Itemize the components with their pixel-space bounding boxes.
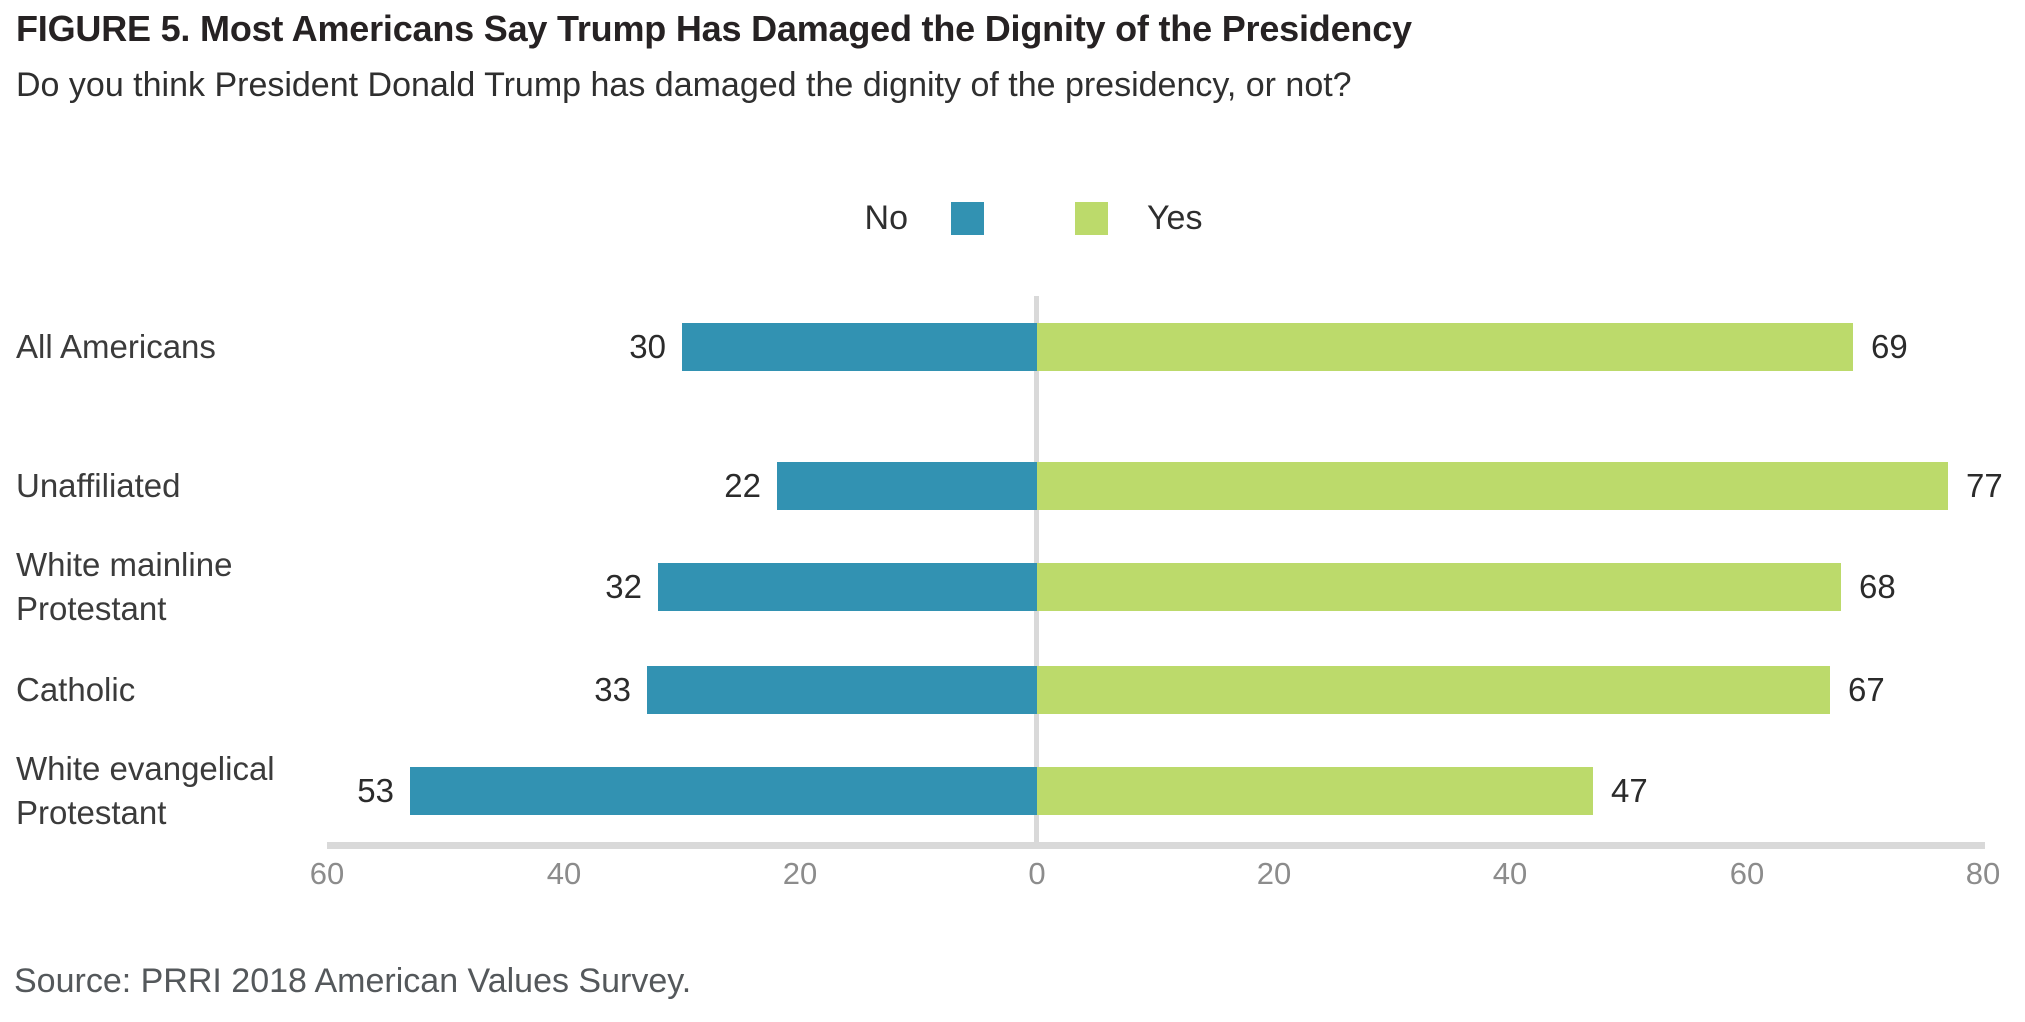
yes-value-label: 77 [1966,467,2003,504]
x-axis-tick-label: 20 [1256,856,1292,891]
category-label: Catholic [16,671,136,708]
yes-bar [1037,666,1830,714]
category-label: White evangelical Protestant [16,750,275,831]
figure-title: FIGURE 5. Most Americans Say Trump Has D… [16,8,1412,49]
no-value-label: 32 [605,568,642,605]
x-axis-tick-label: 20 [782,856,818,891]
yes-bar [1037,462,1948,510]
no-value-label: 30 [629,328,666,365]
no-value-label: 33 [594,671,631,708]
category-label: All Americans [16,328,216,365]
no-bar [682,323,1037,371]
yes-value-label: 47 [1611,772,1648,809]
yes-value-label: 69 [1871,328,1908,365]
x-axis-tick-label: 80 [1965,856,2001,891]
source-note: Source: PRRI 2018 American Values Survey… [14,962,692,1000]
x-axis-tick-label: 0 [1028,856,1046,891]
yes-bar [1037,767,1593,815]
no-bar [647,666,1037,714]
legend-swatch-no [951,202,984,235]
no-bar [777,462,1037,510]
x-axis-tick-label: 60 [1729,856,1765,891]
legend-label-yes: Yes [1147,199,1203,237]
legend-label-no: No [864,199,908,237]
figure-subtitle: Do you think President Donald Trump has … [16,66,1352,104]
no-value-label: 22 [724,467,761,504]
x-axis-tick-label: 40 [1492,856,1528,891]
yes-value-label: 68 [1859,568,1896,605]
category-label: Unaffiliated [16,467,181,504]
yes-bar [1037,563,1841,611]
category-label: White mainline Protestant [16,546,233,627]
x-axis-line [327,842,1985,849]
no-value-label: 53 [357,772,394,809]
yes-bar [1037,323,1853,371]
x-axis-tick-label: 40 [546,856,582,891]
x-axis-tick-label: 60 [309,856,345,891]
no-bar [658,563,1037,611]
yes-value-label: 67 [1848,671,1885,708]
no-bar [410,767,1037,815]
legend-swatch-yes [1075,202,1108,235]
